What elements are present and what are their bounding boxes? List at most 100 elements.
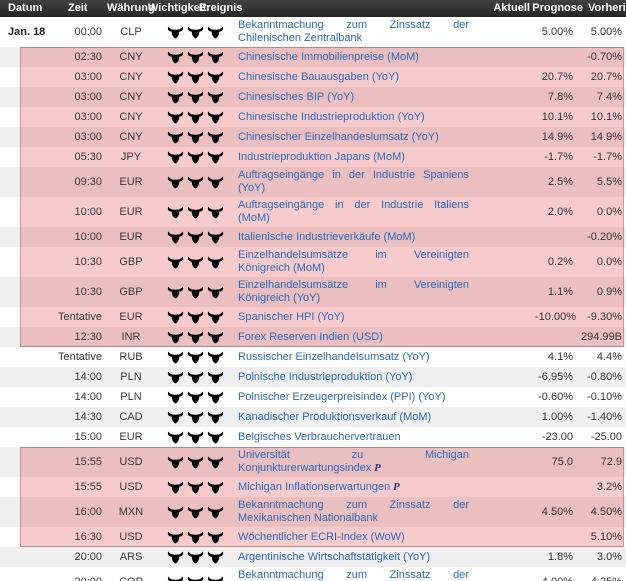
event-link[interactable]: Auftragseingänge in der Industrie Italie… — [238, 199, 469, 224]
event-link[interactable]: Chinesische Immobilienpreise (MoM) — [238, 50, 419, 63]
table-row: 09:30 EUR Auftragseingänge in der Indust… — [0, 167, 626, 197]
event-link[interactable]: Bekanntmachung zum Zinssatz der Mexikani… — [238, 499, 469, 524]
bull-icon — [207, 455, 223, 469]
bull-icon — [167, 25, 183, 39]
previous-cell: 4.50% — [590, 506, 622, 518]
forecast-cell: 2.5% — [547, 176, 573, 188]
event-link[interactable]: Auftragseingänge in der Industrie Spanie… — [238, 169, 469, 194]
bull-icon — [187, 150, 203, 164]
event-link[interactable]: Forex Reserven Indien (USD) — [238, 330, 383, 343]
event-cell: Polnischer Erzeugerpreisindex (PPI) (YoY… — [235, 389, 477, 406]
currency-cell: EUR — [119, 431, 143, 443]
event-link[interactable]: Russischer Einzelhandelsumsatz (YoY) — [238, 350, 430, 363]
bull-icon — [187, 480, 203, 494]
bull-icon — [167, 285, 183, 299]
previous-cell: 4.4% — [596, 351, 622, 363]
event-preliminary-flag: P — [390, 480, 400, 493]
bull-icon — [167, 90, 183, 104]
forecast-cell: -6.95% — [538, 371, 573, 383]
forecast-cell: 1.00% — [541, 411, 573, 423]
bull-icon — [187, 175, 203, 189]
event-link[interactable]: Kanadischer Produktionsverkauf (MoM) — [238, 410, 432, 423]
event-link[interactable]: Universität zu Michigan Konjunkturerwart… — [238, 449, 469, 474]
event-link[interactable]: Spanischer HPI (YoY) — [238, 310, 345, 323]
bull-icon — [207, 370, 223, 384]
importance-cell — [155, 350, 235, 364]
importance-cell — [155, 230, 235, 244]
importance-cell — [155, 410, 235, 424]
importance-cell — [155, 110, 235, 124]
table-row: 10:30 GBP Einzelhandelsumsätze im Verein… — [0, 277, 626, 307]
table-row: 10:00 EUR Italienische Industrieverkäufe… — [0, 227, 626, 247]
importance-cell — [155, 205, 235, 219]
previous-cell: 72.9 — [600, 456, 622, 468]
date-cell: Jan. 18 — [8, 26, 46, 38]
bull-icon — [187, 50, 203, 64]
table-row: 20:00 COP Bekanntmachung zum Zinssatz de… — [0, 567, 626, 581]
bull-icon — [187, 90, 203, 104]
event-link[interactable]: Chinesische Bauausgaben (YoY) — [238, 70, 400, 83]
bull-icon — [207, 410, 223, 424]
table-row: 03:00 CNY Chinesisches BIP (YoY) 7.8% 7.… — [0, 87, 626, 107]
previous-cell: 0.0% — [596, 206, 622, 218]
event-cell: Chinesische Bauausgaben (YoY) — [235, 69, 477, 86]
bull-icon — [167, 50, 183, 64]
time-cell: 03:00 — [74, 91, 102, 103]
importance-cell — [155, 330, 235, 344]
event-link[interactable]: Michigan Inflationserwartungen — [238, 480, 391, 493]
time-cell: 02:30 — [74, 51, 102, 63]
event-link[interactable]: Industrieproduktion Japans (MoM) — [238, 150, 405, 163]
table-row: 05:30 JPY Industrieproduktion Japans (Mo… — [0, 147, 626, 167]
bull-icon — [167, 130, 183, 144]
previous-cell: 5.10% — [590, 531, 622, 543]
time-cell: 03:00 — [74, 131, 102, 143]
currency-cell: EUR — [119, 206, 143, 218]
column-header-time: Zeit — [68, 2, 88, 14]
forecast-cell: 2.0% — [547, 206, 573, 218]
event-link[interactable]: Bekanntmachung zum Zinssatz der Chilenis… — [238, 19, 469, 44]
bull-icon — [167, 370, 183, 384]
event-link[interactable]: Chinesische Industrieproduktion (YoY) — [238, 110, 425, 123]
currency-cell: CNY — [119, 51, 143, 63]
bull-icon — [167, 505, 183, 519]
forecast-cell: -23.00 — [541, 431, 573, 443]
event-link[interactable]: Chinesisches BIP (YoY) — [238, 90, 355, 103]
bull-icon — [187, 255, 203, 269]
event-link[interactable]: Polnische Industrieproduktion (YoY) — [238, 370, 413, 383]
event-link[interactable]: Einzelhandelsumsätze im Vereinigten Köni… — [238, 279, 469, 304]
bull-icon — [187, 575, 203, 581]
time-cell: 16:00 — [74, 506, 102, 518]
event-link[interactable]: Einzelhandelsumsätze im Vereinigten Köni… — [238, 249, 469, 274]
event-cell: Bekanntmachung zum Zinssatz der Chilenis… — [235, 17, 477, 47]
event-link[interactable]: Argentinische Wirtschaftstätigkeit (YoY) — [238, 550, 431, 563]
event-link[interactable]: Wöchentlicher ECRI-Index (WoW) — [238, 530, 405, 543]
previous-cell: -9.30% — [587, 311, 622, 323]
importance-cell — [155, 70, 235, 84]
forecast-cell: 1.8% — [547, 551, 573, 563]
bull-icon — [207, 150, 223, 164]
event-link[interactable]: Polnischer Erzeugerpreisindex (PPI) (YoY… — [238, 390, 446, 403]
bull-icon — [187, 430, 203, 444]
column-header-importance: Wichtigkeit — [148, 2, 207, 14]
importance-cell — [155, 430, 235, 444]
forecast-cell: 4.50% — [541, 506, 573, 518]
bull-icon — [167, 455, 183, 469]
time-cell: 14:30 — [74, 411, 102, 423]
importance-cell — [155, 175, 235, 189]
time-cell: 10:30 — [74, 256, 102, 268]
bull-icon — [167, 330, 183, 344]
event-link[interactable]: Chinesischer Einzelhandeslumsatz (YoY) — [238, 130, 439, 143]
event-link[interactable]: Bekanntmachung zum Zinssatz der Kolumbia… — [238, 569, 469, 581]
forecast-cell: 4.1% — [547, 351, 573, 363]
importance-cell — [155, 480, 235, 494]
event-cell: Auftragseingänge in der Industrie Spanie… — [235, 167, 477, 197]
event-cell: Wöchentlicher ECRI-Index (WoW) — [235, 529, 477, 546]
event-link[interactable]: Italienische Industrieverkäufe (MoM) — [238, 230, 416, 243]
table-body: Jan. 18 00:00 CLP Bekanntmachung zum Zin… — [0, 17, 626, 581]
currency-cell: GBP — [119, 256, 143, 268]
importance-cell — [155, 505, 235, 519]
event-link[interactable]: Belgisches Verbrauchervertrauen — [238, 430, 401, 443]
event-cell: Argentinische Wirtschaftstätigkeit (YoY) — [235, 549, 477, 566]
time-cell: 20:00 — [55, 576, 107, 581]
bull-icon — [187, 110, 203, 124]
